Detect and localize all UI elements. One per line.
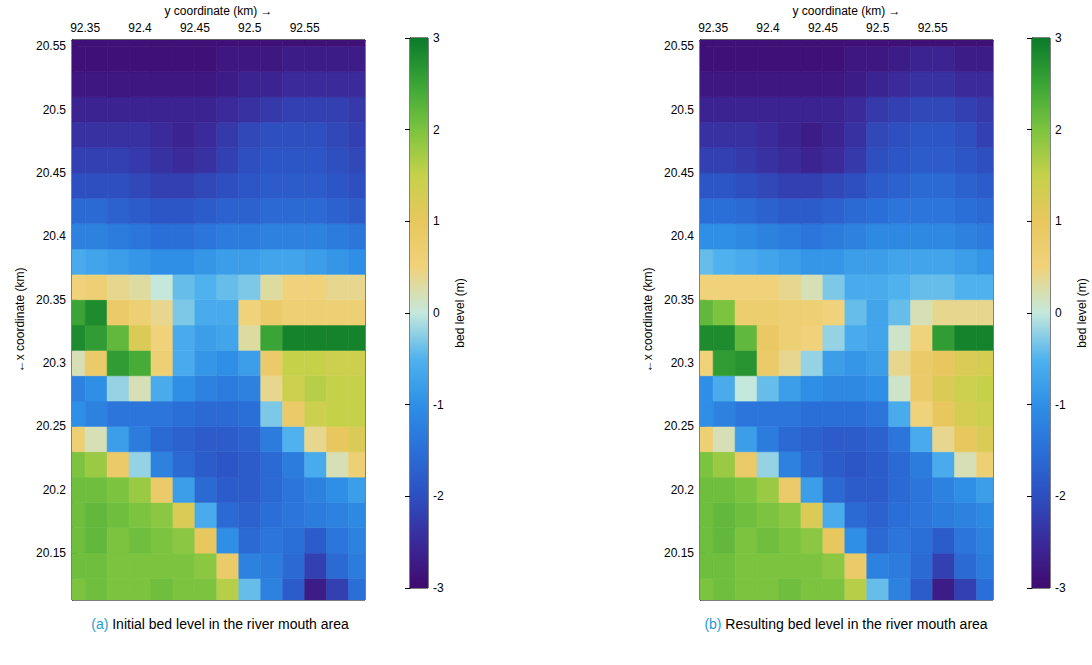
svg-text:2: 2 <box>433 123 440 137</box>
svg-text:20.4: 20.4 <box>671 229 695 243</box>
svg-text:92.45: 92.45 <box>808 21 838 35</box>
svg-text:2: 2 <box>1055 123 1062 137</box>
svg-text:92.35: 92.35 <box>70 21 100 35</box>
svg-text:Resulting bed level in the riv: Resulting bed level in the river mouth a… <box>721 616 987 632</box>
svg-text:92.5: 92.5 <box>238 21 262 35</box>
svg-text:-2: -2 <box>433 489 444 503</box>
svg-text:20.2: 20.2 <box>671 483 695 497</box>
svg-text:y coordinate (km) →: y coordinate (km) → <box>792 4 900 18</box>
svg-text:20.35: 20.35 <box>664 293 694 307</box>
svg-text:92.45: 92.45 <box>180 21 210 35</box>
svg-text:-1: -1 <box>1055 398 1066 412</box>
svg-text:-3: -3 <box>1055 581 1066 595</box>
svg-text:←x coordinate (km): ←x coordinate (km) <box>641 268 655 373</box>
svg-text:-2: -2 <box>1055 489 1066 503</box>
svg-text:(b): (b) <box>704 616 721 632</box>
svg-text:20.25: 20.25 <box>36 419 66 433</box>
svg-text:92.55: 92.55 <box>290 21 320 35</box>
svg-text:92.5: 92.5 <box>866 21 890 35</box>
svg-text:3: 3 <box>1055 31 1062 45</box>
svg-text:20.25: 20.25 <box>664 419 694 433</box>
svg-text:←x coordinate (km): ←x coordinate (km) <box>13 268 27 373</box>
svg-text:92.55: 92.55 <box>918 21 948 35</box>
svg-text:20.5: 20.5 <box>43 103 67 117</box>
svg-text:20.15: 20.15 <box>36 546 66 560</box>
svg-text:-1: -1 <box>433 398 444 412</box>
svg-text:20.55: 20.55 <box>36 39 66 53</box>
svg-text:20.15: 20.15 <box>664 546 694 560</box>
svg-text:y coordinate (km) →: y coordinate (km) → <box>164 4 272 18</box>
svg-text:1: 1 <box>433 214 440 228</box>
svg-text:20.55: 20.55 <box>664 39 694 53</box>
svg-text:0: 0 <box>433 306 440 320</box>
svg-text:92.4: 92.4 <box>128 21 152 35</box>
svg-text:20.45: 20.45 <box>36 166 66 180</box>
svg-text:20.3: 20.3 <box>671 356 695 370</box>
svg-text:20.4: 20.4 <box>43 229 67 243</box>
svg-text:20.3: 20.3 <box>43 356 67 370</box>
svg-text:bed level (m): bed level (m) <box>1075 278 1089 347</box>
svg-text:0: 0 <box>1055 306 1062 320</box>
svg-text:-3: -3 <box>433 581 444 595</box>
svg-text:bed level (m): bed level (m) <box>453 278 467 347</box>
svg-text:20.45: 20.45 <box>664 166 694 180</box>
svg-text:20.5: 20.5 <box>671 103 695 117</box>
svg-text:20.2: 20.2 <box>43 483 67 497</box>
svg-text:92.35: 92.35 <box>698 21 728 35</box>
svg-text:1: 1 <box>1055 214 1062 228</box>
svg-text:Initial bed level in the river: Initial bed level in the river mouth are… <box>108 616 349 632</box>
svg-text:(a): (a) <box>91 616 108 632</box>
svg-text:20.35: 20.35 <box>36 293 66 307</box>
svg-text:3: 3 <box>433 31 440 45</box>
svg-text:92.4: 92.4 <box>756 21 780 35</box>
